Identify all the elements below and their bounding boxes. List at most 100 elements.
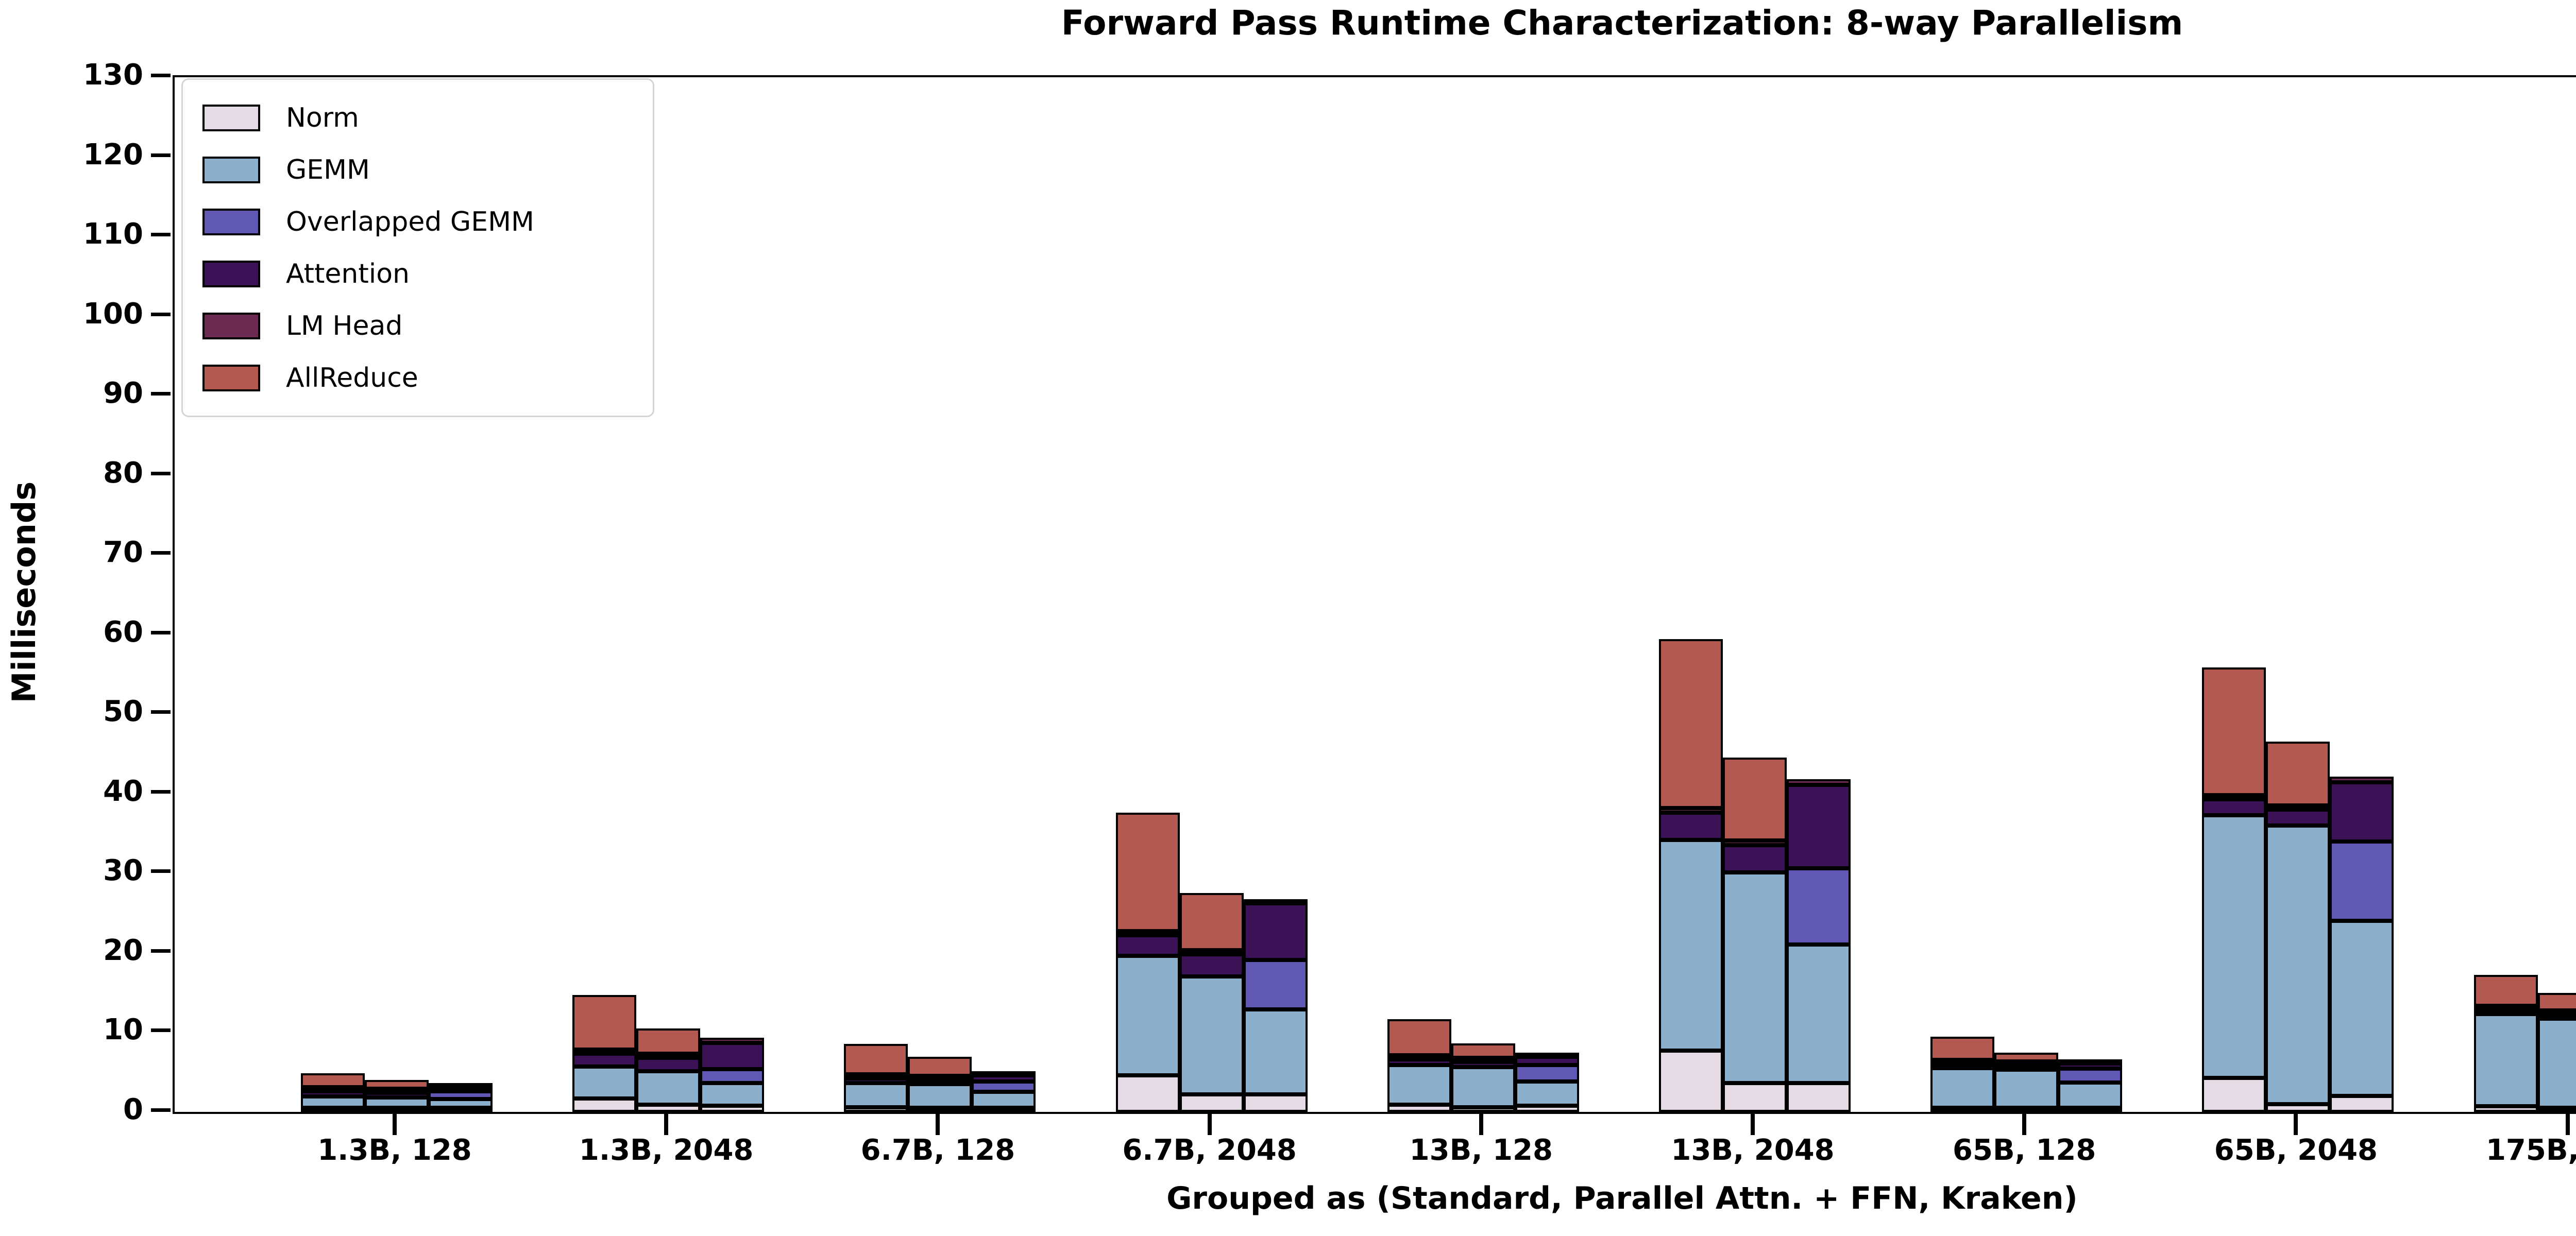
y-tick-label: 80 — [103, 456, 143, 490]
y-tick-mark — [151, 74, 171, 77]
bar-segment-attention — [2473, 1009, 2538, 1014]
y-tick-label: 100 — [83, 297, 143, 331]
bar-segment-attention — [700, 1042, 765, 1069]
y-tick-mark — [151, 710, 171, 714]
bar-segment-lm-head — [844, 1074, 908, 1079]
y-tick-mark — [151, 630, 171, 634]
bar-segment-attention — [1387, 1059, 1451, 1065]
x-tick-label: 65B, 2048 — [2214, 1134, 2378, 1167]
bar-segment-allreduce — [365, 1080, 429, 1089]
bar-segment-norm — [365, 1108, 429, 1112]
legend: Norm GEMM Overlapped GEMM Attention LM Head A… — [181, 78, 654, 417]
legend-entry: GEMM — [183, 145, 653, 197]
bar-segment-attention — [1243, 903, 1308, 960]
bar-segment-gemm — [1387, 1065, 1451, 1105]
bar-segment-gemm — [365, 1097, 429, 1108]
bar-segment-gemm — [2473, 1014, 2538, 1107]
bar-segment-lm-head — [1930, 1059, 1995, 1064]
bar-segment-allreduce — [1387, 1019, 1451, 1056]
bar-segment-overlapped-gemm — [1787, 868, 1851, 945]
y-tick-label: 30 — [103, 854, 143, 888]
bar-segment-lm-head — [1515, 1053, 1579, 1057]
bar-segment-allreduce — [1451, 1043, 1515, 1058]
legend-swatch-overlapped-gemm-icon — [202, 209, 260, 235]
bar-segment-lm-head — [572, 1050, 637, 1054]
y-tick-mark — [151, 233, 171, 237]
x-tick-label: 65B, 128 — [1953, 1134, 2096, 1167]
bar-segment-overlapped-gemm — [2330, 841, 2394, 921]
legend-entry: Attention — [183, 249, 653, 301]
y-tick-label: 90 — [103, 376, 143, 410]
bar-segment-allreduce — [1659, 639, 1723, 808]
stacked-bar-standard — [2202, 667, 2266, 1112]
bar-segment-attention — [1659, 812, 1723, 840]
bar-segment-allreduce — [2537, 992, 2576, 1010]
bar-segment-attention — [572, 1054, 637, 1067]
bar-segment-norm — [2266, 1104, 2330, 1112]
bar-segment-norm — [1451, 1107, 1515, 1112]
stacked-bar-kraken — [1515, 1053, 1579, 1112]
y-tick-label: 0 — [123, 1093, 143, 1126]
y-tick-mark — [151, 869, 171, 873]
x-tick-label: 1.3B, 128 — [317, 1134, 472, 1167]
y-tick-mark — [151, 1108, 171, 1112]
bar-segment-allreduce — [2473, 974, 2538, 1006]
bar-segment-gemm — [972, 1092, 1036, 1108]
y-tick-mark — [151, 312, 171, 316]
stacked-bar-kraken — [429, 1083, 493, 1112]
stacked-bar-kraken — [972, 1071, 1036, 1112]
stacked-bar-parallel-attn-ffn — [2537, 992, 2576, 1112]
bar-segment-lm-head — [429, 1083, 493, 1087]
x-tick-label: 1.3B, 2048 — [579, 1134, 754, 1167]
bar-segment-gemm — [429, 1099, 493, 1108]
bar-segment-gemm — [1994, 1069, 2059, 1108]
y-tick-label: 130 — [83, 58, 143, 92]
bar-segment-gemm — [572, 1066, 637, 1098]
stacked-bar-kraken — [1787, 779, 1851, 1112]
bar-segment-norm — [1930, 1108, 1995, 1112]
legend-swatch-allreduce-icon — [202, 365, 260, 391]
bar-segment-attention — [365, 1092, 429, 1097]
bar-segment-norm — [1179, 1094, 1244, 1112]
x-tick-mark — [1207, 1112, 1212, 1135]
bar-segment-gemm — [1659, 839, 1723, 1051]
bar-segment-lm-head — [1115, 931, 1180, 935]
y-tick-mark — [151, 1028, 171, 1033]
stacked-bar-parallel-attn-ffn — [1723, 758, 1787, 1112]
x-tick-mark — [1479, 1112, 1483, 1135]
stacked-bar-parallel-attn-ffn — [908, 1056, 972, 1112]
bar-segment-attention — [636, 1057, 701, 1072]
bar-segment-attention — [2202, 799, 2266, 815]
stacked-bar-standard — [2473, 974, 2538, 1112]
bar-segment-allreduce — [1179, 892, 1244, 951]
x-tick-mark — [2565, 1112, 2570, 1135]
bar-segment-attention — [908, 1079, 972, 1084]
bar-segment-lm-head — [636, 1053, 701, 1058]
bar-segment-lm-head — [1387, 1055, 1451, 1060]
bar-segment-overlapped-gemm — [2058, 1068, 2123, 1083]
bar-segment-norm — [2330, 1096, 2394, 1112]
bar-segment-norm — [1387, 1105, 1451, 1112]
bar-segment-lm-head — [1243, 899, 1308, 904]
stacked-bar-kraken — [2058, 1059, 2123, 1112]
bar-segment-attention — [1451, 1061, 1515, 1068]
bar-segment-lm-head — [2266, 805, 2330, 810]
bar-segment-lm-head — [365, 1088, 429, 1093]
bar-segment-allreduce — [1723, 758, 1787, 841]
y-tick-label: 110 — [83, 217, 143, 251]
y-tick-mark — [151, 789, 171, 794]
bar-segment-attention — [2330, 782, 2394, 842]
stacked-bar-standard — [1387, 1019, 1451, 1112]
bar-segment-allreduce — [636, 1028, 701, 1054]
bar-segment-attention — [429, 1087, 493, 1091]
stacked-bar-standard — [301, 1073, 365, 1112]
bar-segment-lm-head — [2330, 777, 2394, 783]
stacked-bar-standard — [844, 1044, 908, 1112]
y-tick-label: 40 — [103, 774, 143, 808]
y-tick-label: 10 — [103, 1013, 143, 1047]
y-tick-label: 60 — [103, 615, 143, 649]
bar-segment-norm — [1659, 1051, 1723, 1112]
bar-segment-allreduce — [1994, 1052, 2059, 1061]
stacked-bar-parallel-attn-ffn — [636, 1028, 701, 1112]
